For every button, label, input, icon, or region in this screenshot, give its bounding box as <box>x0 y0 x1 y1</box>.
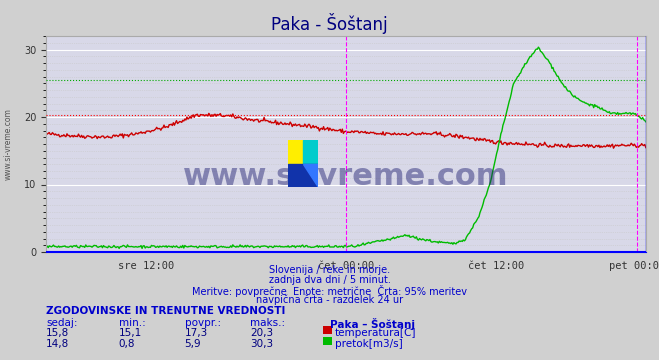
Text: www.si-vreme.com: www.si-vreme.com <box>3 108 13 180</box>
Bar <box>303 140 318 164</box>
Text: 17,3: 17,3 <box>185 328 208 338</box>
Text: povpr.:: povpr.: <box>185 318 221 328</box>
Text: min.:: min.: <box>119 318 146 328</box>
Text: navpična črta - razdelek 24 ur: navpična črta - razdelek 24 ur <box>256 294 403 305</box>
Text: Meritve: povprečne  Enote: metrične  Črta: 95% meritev: Meritve: povprečne Enote: metrične Črta:… <box>192 285 467 297</box>
Text: pet 00:00: pet 00:00 <box>609 261 659 271</box>
Text: 15,8: 15,8 <box>46 328 69 338</box>
Text: temperatura[C]: temperatura[C] <box>335 328 416 338</box>
Text: zadnja dva dni / 5 minut.: zadnja dva dni / 5 minut. <box>269 275 390 285</box>
Text: Paka – Šoštanj: Paka – Šoštanj <box>330 318 415 329</box>
Text: 5,9: 5,9 <box>185 339 201 349</box>
Text: sedaj:: sedaj: <box>46 318 78 328</box>
Text: čet 12:00: čet 12:00 <box>468 261 524 271</box>
Polygon shape <box>303 164 318 187</box>
Text: 15,1: 15,1 <box>119 328 142 338</box>
Bar <box>288 140 303 164</box>
Text: Slovenija / reke in morje.: Slovenija / reke in morje. <box>269 265 390 275</box>
Text: 0,8: 0,8 <box>119 339 135 349</box>
Text: 20,3: 20,3 <box>250 328 273 338</box>
Text: sre 12:00: sre 12:00 <box>118 261 175 271</box>
Text: maks.:: maks.: <box>250 318 285 328</box>
Text: 14,8: 14,8 <box>46 339 69 349</box>
Text: čet 00:00: čet 00:00 <box>318 261 374 271</box>
Polygon shape <box>288 164 318 187</box>
Text: ZGODOVINSKE IN TRENUTNE VREDNOSTI: ZGODOVINSKE IN TRENUTNE VREDNOSTI <box>46 306 285 316</box>
Text: www.si-vreme.com: www.si-vreme.com <box>183 162 509 191</box>
Text: 30,3: 30,3 <box>250 339 273 349</box>
Text: Paka - Šoštanj: Paka - Šoštanj <box>272 13 387 33</box>
Text: pretok[m3/s]: pretok[m3/s] <box>335 339 403 349</box>
